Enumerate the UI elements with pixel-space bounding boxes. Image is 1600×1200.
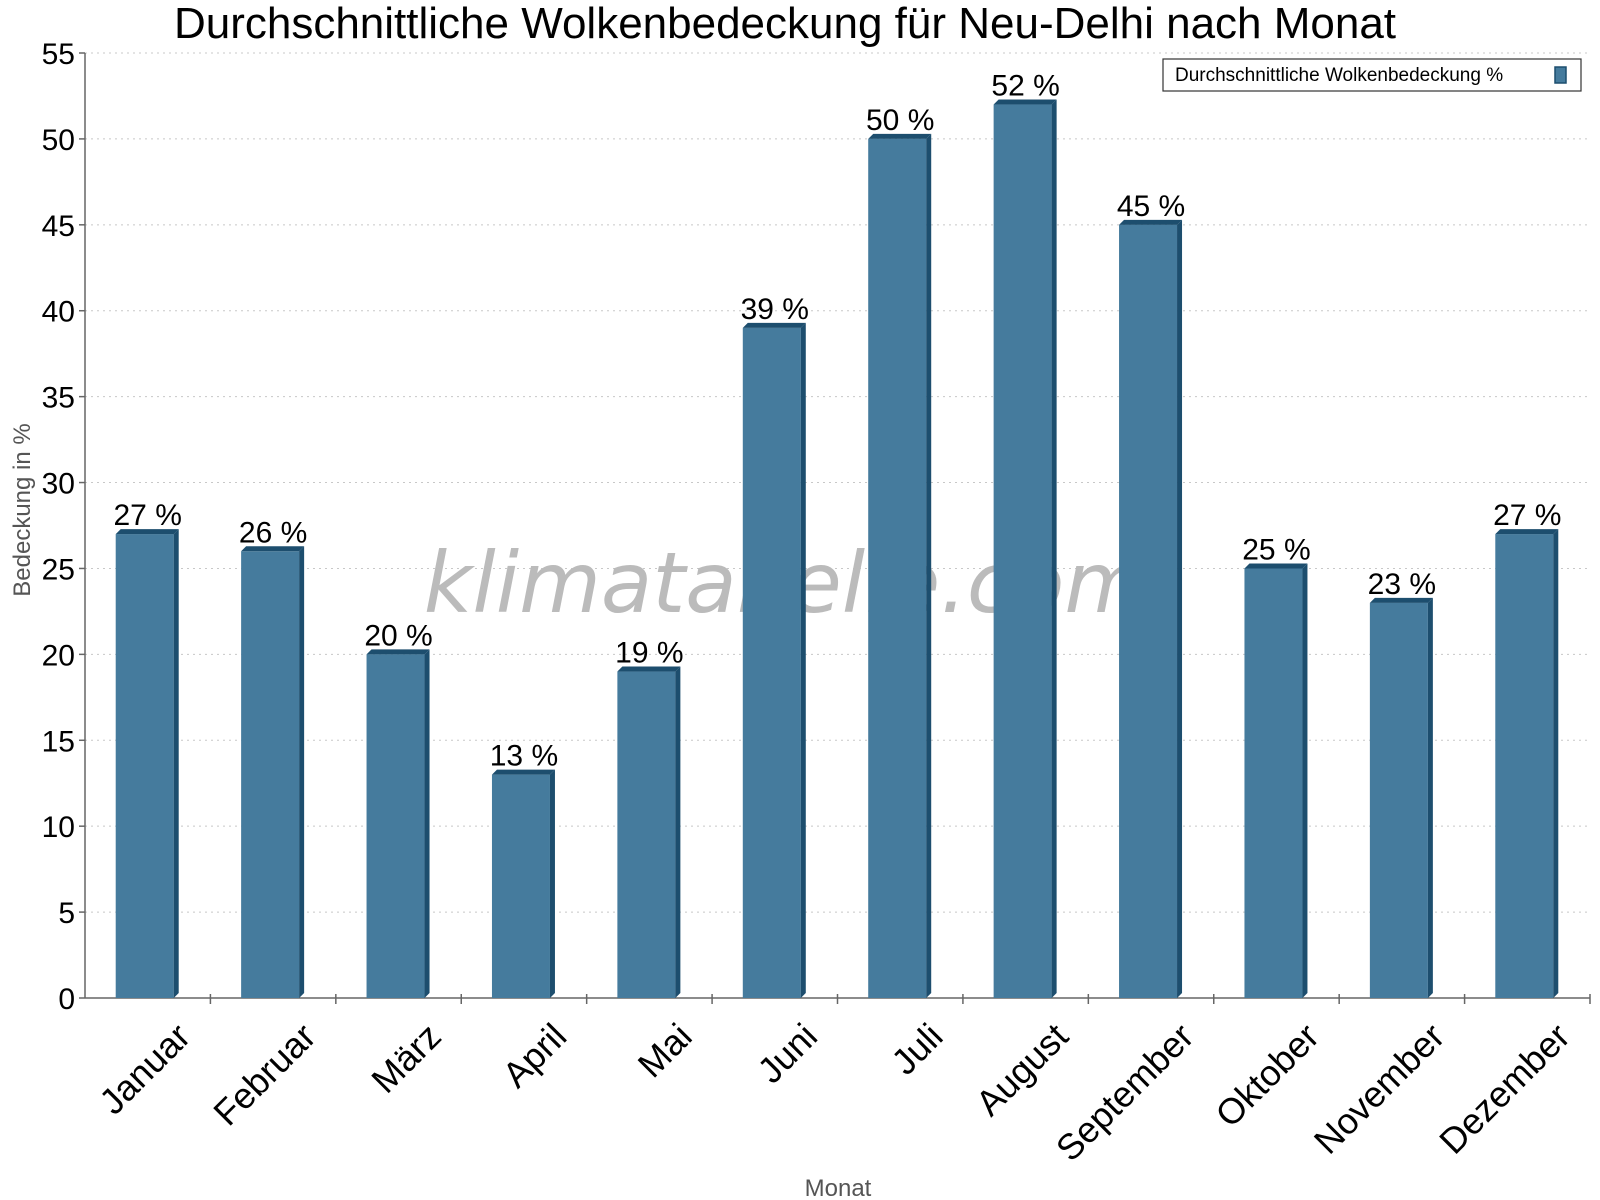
x-tick-label: Februar [205, 1015, 323, 1133]
bar-top [491, 769, 555, 775]
value-label: 39 % [741, 293, 809, 326]
y-tick-label: 25 [42, 553, 75, 586]
x-tick-label: August [968, 1015, 1076, 1123]
legend: Durchschnittliche Wolkenbedeckung % [1162, 58, 1582, 92]
value-label: 13 % [490, 740, 558, 773]
bar-side [1302, 563, 1308, 998]
bar-side [675, 666, 681, 998]
bar-top [1495, 529, 1559, 535]
value-label: 20 % [364, 619, 432, 652]
y-tick-label: 50 [42, 124, 75, 157]
bar [1244, 563, 1308, 998]
value-label: 45 % [1117, 190, 1185, 223]
bar-top [241, 546, 305, 552]
y-axis: 0 5 10 15 20 25 30 35 40 45 50 55 [42, 38, 86, 1016]
y-tick-label: 40 [42, 296, 75, 329]
bar [115, 529, 179, 998]
bar [868, 133, 932, 999]
bar-top [617, 666, 681, 672]
y-tick-label: 5 [58, 897, 75, 930]
bars [115, 99, 1559, 999]
value-label: 23 % [1368, 568, 1436, 601]
bar-top [993, 99, 1057, 105]
bar-face [742, 327, 801, 999]
y-tick-label: 45 [42, 210, 75, 243]
x-tick-label: Januar [91, 1015, 198, 1122]
bar-face [491, 774, 550, 998]
y-tick-label: 15 [42, 725, 75, 758]
bar-top [742, 322, 806, 328]
y-tick-label: 35 [42, 382, 75, 415]
bar-side [549, 769, 555, 998]
bar-side [1553, 529, 1559, 998]
x-tick-label: Mai [630, 1015, 700, 1085]
x-tick-label: März [363, 1015, 449, 1101]
bar-face [1244, 568, 1303, 998]
bar-side [800, 322, 806, 999]
bar-top [366, 649, 430, 655]
bar-side [173, 529, 179, 998]
bar-side [1177, 219, 1183, 998]
y-tick-label: 0 [58, 983, 75, 1016]
bar-side [1051, 99, 1057, 998]
bar [366, 649, 430, 998]
value-label: 26 % [239, 516, 307, 549]
bar-top [1369, 597, 1433, 603]
bar [993, 99, 1057, 998]
x-tick-label: April [494, 1015, 574, 1095]
y-tick-label: 20 [42, 639, 75, 672]
bar-side [926, 133, 932, 999]
value-labels: 27 % 26 % 20 % 13 % 19 % 39 % 50 % 52 % 45 % 25 %… [114, 70, 1562, 773]
bar-face [868, 138, 927, 999]
legend-swatch [1554, 66, 1567, 84]
bar-face [115, 534, 174, 998]
y-tick-label: 55 [42, 38, 75, 71]
x-tick-label: September [1048, 1015, 1202, 1169]
bar-face [617, 671, 676, 998]
bar-side [299, 546, 305, 998]
bar [742, 322, 806, 999]
value-label: 25 % [1242, 533, 1310, 566]
bar-face [1119, 224, 1178, 998]
bar-face [366, 654, 425, 998]
bar-face [1495, 534, 1554, 998]
value-label: 27 % [114, 499, 182, 532]
x-tick-label: Oktober [1207, 1015, 1327, 1135]
bar [1369, 597, 1433, 998]
x-tick-label: Juni [749, 1015, 825, 1091]
bar [1495, 529, 1559, 998]
x-axis: Januar Februar März April Mai Juni Juli AugustS… [85, 994, 1591, 1169]
value-label: 27 % [1493, 499, 1561, 532]
bar-side [424, 649, 430, 998]
bar [491, 769, 555, 998]
bar-face [1369, 602, 1428, 998]
bar-top [1119, 219, 1183, 225]
gridlines [85, 52, 1590, 913]
x-tick-label: Dezember [1431, 1015, 1577, 1161]
x-tick-label: November [1306, 1015, 1452, 1161]
x-tick-label: Juli [883, 1015, 950, 1082]
value-label: 19 % [615, 637, 683, 670]
chart-title: Durchschnittliche Wolkenbedeckung für Ne… [174, 0, 1396, 48]
bar-top [1244, 563, 1308, 569]
bar-face [241, 551, 300, 998]
legend-box [1162, 58, 1582, 92]
bar [617, 666, 681, 998]
y-tick-label: 10 [42, 811, 75, 844]
value-label: 50 % [866, 104, 934, 137]
value-label: 52 % [991, 70, 1059, 103]
bar-side [1427, 597, 1433, 998]
legend-label: Durchschnittliche Wolkenbedeckung % [1175, 65, 1503, 86]
bar-top [115, 529, 179, 535]
x-axis-label: Monat [805, 1175, 872, 1200]
bar [241, 546, 305, 998]
y-axis-label: Bedeckung in % [9, 423, 36, 596]
y-tick-label: 30 [42, 468, 75, 501]
bar [1119, 219, 1183, 998]
bar-face [993, 104, 1052, 998]
bar-top [868, 133, 932, 139]
